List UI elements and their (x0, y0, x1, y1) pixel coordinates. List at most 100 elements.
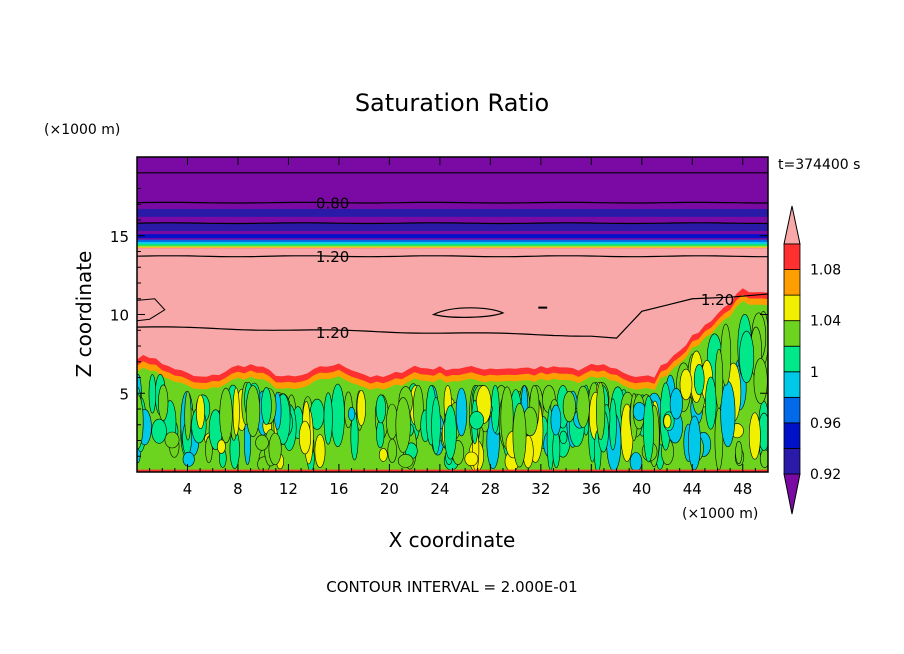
colorbar-segment (783, 269, 801, 296)
x-tick-label: 36 (582, 480, 601, 498)
turbulent-cell (469, 411, 484, 430)
contour-lines (137, 172, 768, 339)
turbulent-cell (595, 381, 606, 441)
turbulent-cell (164, 431, 180, 449)
contour-label-2: 1.20 (316, 324, 349, 342)
turbulent-cell (693, 364, 705, 396)
turbulent-cell (609, 398, 617, 451)
contour-1-20-mid (137, 293, 768, 339)
y-tick-label: 5 (119, 385, 129, 403)
colorbar-tick-label: 1 (810, 365, 819, 381)
x-tick-label: 4 (183, 480, 193, 498)
colorbar-segment (783, 294, 801, 322)
turbulent-cell (158, 384, 169, 421)
colorbar-segment (783, 345, 801, 373)
turbulent-cell (268, 432, 282, 466)
band-transition-0 (137, 239, 768, 243)
colorbar-tick-label: 1.04 (810, 314, 841, 330)
contour-label-0: 0.80 (316, 195, 349, 213)
contour-left-patch (137, 298, 166, 322)
turbulent-cell (314, 434, 326, 468)
turbulent-cell (559, 430, 568, 445)
turbulent-cell (643, 395, 654, 463)
x-unit-label: (×1000 m) (682, 506, 758, 522)
turbulent-cell (387, 438, 397, 463)
colorbar-segment (783, 396, 801, 424)
band-stripe-1 (137, 223, 768, 232)
x-tick-label: 20 (380, 480, 399, 498)
x-tick-label: 16 (329, 480, 348, 498)
band-transition-1 (137, 242, 768, 244)
turbulent-cell (376, 419, 385, 449)
turbulent-cell (261, 387, 272, 425)
contour-loop (431, 307, 505, 318)
x-tick-label: 24 (430, 480, 449, 498)
turbulent-cell (323, 392, 333, 445)
turbulent-cell (378, 448, 388, 462)
colorbar-tick-label: 1.08 (810, 263, 841, 279)
x-tick-label: 28 (481, 480, 500, 498)
turbulent-cell (550, 404, 562, 436)
turbulent-cell (714, 348, 724, 409)
contour-1-20-upper (137, 255, 768, 258)
contour-label-1: 1.20 (316, 248, 349, 266)
y-unit-label: (×1000 m) (44, 122, 120, 138)
turbulent-cell (679, 368, 693, 401)
turbulent-cell (245, 385, 261, 438)
colorbar-segment (783, 371, 801, 398)
band-transition-3 (137, 245, 768, 247)
x-tick-label: 8 (233, 480, 243, 498)
turbulent-cell (720, 380, 736, 448)
turbulent-cell (298, 420, 311, 455)
band-transition-4 (137, 246, 768, 248)
turbulent-cell (562, 391, 576, 423)
turbulent-cell (739, 330, 755, 384)
colorbar-segment (783, 448, 801, 475)
x-tick-label: 48 (733, 480, 752, 498)
contour-labels: 0.80 1.20 1.20 1.20 (316, 195, 734, 342)
turbulent-cell (196, 394, 205, 430)
turbulent-cell (216, 439, 226, 454)
contour-upper-2 (137, 222, 768, 225)
turbulent-cell (151, 418, 167, 444)
x-tick-label: 44 (683, 480, 702, 498)
y-tick-label: 10 (110, 307, 129, 325)
turbulent-cell (735, 440, 743, 465)
turbulent-cell (663, 414, 672, 429)
band-transition-5 (137, 247, 768, 249)
turbulent-cell (255, 434, 269, 451)
turbulent-cell (348, 406, 356, 421)
time-label: t=374400 s (778, 157, 860, 173)
turbulent-cell (397, 453, 414, 468)
colorbar-segment (783, 422, 801, 449)
colorbar-tick-label: 0.92 (810, 467, 841, 483)
y-axis-label: Z coordinate (72, 251, 96, 378)
turbulent-cell (232, 387, 240, 436)
x-tick-label: 32 (531, 480, 550, 498)
band-transition-2 (137, 243, 768, 246)
turbulent-cell (512, 403, 527, 468)
turbulent-cell (182, 451, 195, 467)
colorbar-under-triangle (783, 473, 801, 515)
contour-field (137, 157, 768, 472)
turbulent-cell (753, 358, 768, 404)
colorbar-segment (783, 243, 801, 270)
band-stripe-2 (137, 234, 768, 239)
contour-dot (538, 306, 548, 309)
turbulent-cell (330, 383, 345, 448)
chart-title: Saturation Ratio (355, 89, 549, 117)
turbulent-cell (431, 397, 441, 455)
turbulent-cell (375, 394, 387, 424)
turbulent-cell (464, 451, 479, 467)
x-axis-label: X coordinate (389, 528, 516, 552)
turbulent-cell (552, 429, 561, 469)
colorbar: 0.92 0.96 1 1.04 1.08 (783, 205, 841, 515)
colorbar-tick-label: 0.96 (810, 416, 841, 432)
y-tick-label: 15 (110, 228, 129, 246)
turbulent-cell (137, 394, 144, 449)
contour-0-80 (137, 201, 768, 204)
turbulent-cell (356, 389, 366, 426)
turbulent-cell (705, 376, 717, 430)
